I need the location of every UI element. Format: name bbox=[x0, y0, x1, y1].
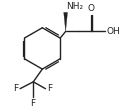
Text: O: O bbox=[88, 4, 95, 13]
Text: F: F bbox=[13, 84, 18, 93]
Text: NH₂: NH₂ bbox=[66, 2, 83, 11]
Polygon shape bbox=[64, 12, 68, 31]
Text: F: F bbox=[47, 84, 52, 93]
Text: OH: OH bbox=[106, 27, 120, 36]
Text: F: F bbox=[30, 99, 35, 108]
